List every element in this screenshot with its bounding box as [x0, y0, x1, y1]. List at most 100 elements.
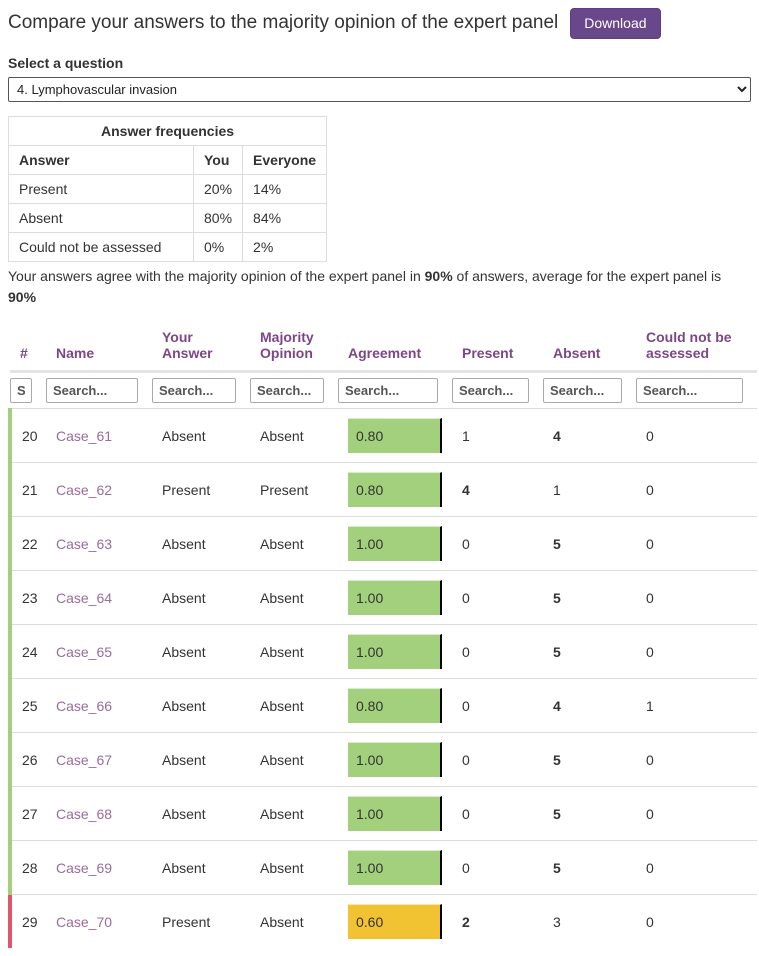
present-count-cell: 0: [452, 840, 543, 895]
absent-count-cell: 1: [543, 462, 636, 517]
could-not-be-assessed-cell: 0: [636, 786, 757, 841]
absent-count-cell: 5: [543, 732, 636, 787]
question-select-label: Select a question: [8, 54, 124, 71]
could-not-be-assessed-cell: 0: [636, 516, 757, 571]
absent-count-cell: 5: [543, 786, 636, 841]
summary-text: Your answers agree with the majority opi…: [8, 267, 425, 284]
case-link[interactable]: Case_70: [56, 913, 113, 930]
absent-count-cell: 5: [543, 516, 636, 571]
case-name-cell: Case_62: [46, 462, 152, 517]
answer-frequencies-table: Answer frequencies Answer You Everyone P…: [7, 115, 328, 262]
present-count-cell: 1: [452, 408, 543, 463]
majority-opinion-cell: Absent: [250, 894, 338, 949]
search-input-majority-opinion[interactable]: [250, 378, 324, 404]
case-name-cell: Case_67: [46, 732, 152, 787]
col-header-majority-opinion: Majority Opinion: [250, 327, 338, 374]
case-link[interactable]: Case_64: [56, 589, 113, 606]
agreement-cell: 1.00: [338, 624, 452, 679]
search-input-index[interactable]: [10, 378, 32, 404]
freq-answer: Present: [8, 173, 194, 204]
case-link[interactable]: Case_67: [56, 751, 113, 768]
absent-count-cell: 5: [543, 840, 636, 895]
absent-count-cell: 5: [553, 589, 561, 606]
agreement-cell: 1.00: [338, 732, 452, 787]
agreement-value: 1.00: [348, 796, 442, 832]
majority-opinion-cell: Present: [250, 462, 338, 517]
case-name-cell: Case_63: [46, 516, 152, 571]
present-count-cell: 2: [452, 894, 543, 949]
search-input-agreement[interactable]: [338, 378, 438, 404]
case-link[interactable]: Case_62: [56, 481, 113, 498]
table-row: 21 Case_62 Present Present 0.80 4 1 0: [8, 462, 757, 517]
present-count-cell: 2: [462, 913, 470, 930]
agreement-summary: Your answers agree with the majority opi…: [8, 266, 751, 309]
table-row: 22 Case_63 Absent Absent 1.00 0 5 0: [8, 516, 757, 571]
agreement-cell: 0.80: [338, 408, 452, 463]
absent-count-cell: 4: [553, 427, 561, 444]
col-header-agreement: Agreement: [338, 327, 452, 374]
absent-count-cell: 3: [543, 894, 636, 949]
row-number: 27: [8, 786, 46, 841]
case-name-cell: Case_61: [46, 408, 152, 463]
agreement-value: 1.00: [348, 634, 442, 670]
results-table: # Name Your Answer Majority Opinion Agre…: [8, 327, 757, 949]
your-answer-cell: Absent: [152, 732, 250, 787]
col-header-name: Name: [46, 327, 152, 374]
majority-opinion-cell: Absent: [250, 840, 338, 895]
col-header-could-not-be-assessed: Could not be assessed: [636, 327, 757, 374]
could-not-be-assessed-cell: 0: [636, 624, 757, 679]
results-header-row: # Name Your Answer Majority Opinion Agre…: [10, 327, 757, 374]
search-input-absent[interactable]: [543, 378, 622, 404]
could-not-be-assessed-cell: 0: [636, 462, 757, 517]
freq-col-everyone: Everyone: [242, 144, 328, 175]
could-not-be-assessed-cell: 0: [636, 732, 757, 787]
absent-count-cell: 5: [553, 643, 561, 660]
absent-count-cell: 5: [543, 570, 636, 625]
table-row: 29 Case_70 Present Absent 0.60 2 3 0: [8, 894, 757, 949]
question-select[interactable]: 4. Lymphovascular invasion: [8, 76, 751, 102]
present-count-cell: 0: [452, 732, 543, 787]
absent-count-cell: 5: [553, 751, 561, 768]
freq-you: 0%: [192, 231, 244, 262]
row-number: 23: [8, 570, 46, 625]
case-link[interactable]: Case_63: [56, 535, 113, 552]
freq-you: 20%: [192, 173, 244, 204]
absent-count-cell: 5: [553, 535, 561, 552]
case-name-cell: Case_70: [46, 894, 152, 949]
majority-opinion-cell: Absent: [250, 732, 338, 787]
search-input-your-answer[interactable]: [152, 378, 236, 404]
case-link[interactable]: Case_68: [56, 805, 113, 822]
search-input-could-not-be-assessed[interactable]: [636, 378, 743, 404]
search-row: [10, 372, 757, 409]
present-count-cell: 0: [452, 516, 543, 571]
agreement-cell: 1.00: [338, 570, 452, 625]
absent-count-cell: 4: [553, 697, 561, 714]
search-input-present[interactable]: [452, 378, 529, 404]
absent-count-cell: 4: [543, 408, 636, 463]
download-button[interactable]: Download: [570, 8, 661, 39]
case-link[interactable]: Case_61: [56, 427, 113, 444]
freq-col-you: You: [192, 144, 244, 175]
your-answer-cell: Absent: [152, 408, 250, 463]
row-number: 21: [8, 462, 46, 517]
case-link[interactable]: Case_65: [56, 643, 113, 660]
panel-agreement-pct: 90%: [8, 289, 37, 306]
row-number: 20: [8, 408, 46, 463]
your-answer-cell: Absent: [152, 516, 250, 571]
case-link[interactable]: Case_69: [56, 859, 113, 876]
row-number: 22: [8, 516, 46, 571]
agreement-value: 1.00: [348, 526, 442, 562]
col-header-your-answer: Your Answer: [152, 327, 250, 374]
case-link[interactable]: Case_66: [56, 697, 113, 714]
present-count-cell: 0: [452, 624, 543, 679]
your-answer-cell: Absent: [152, 786, 250, 841]
search-input-name[interactable]: [46, 378, 138, 404]
present-count-cell: 0: [452, 678, 543, 733]
freq-col-answer: Answer: [8, 144, 194, 175]
table-row: 27 Case_68 Absent Absent 1.00 0 5 0: [8, 786, 757, 841]
case-name-cell: Case_68: [46, 786, 152, 841]
majority-opinion-cell: Absent: [250, 678, 338, 733]
frequencies-title: Answer frequencies: [7, 115, 328, 146]
your-agreement-pct: 90%: [424, 267, 453, 284]
agreement-cell: 1.00: [338, 516, 452, 571]
